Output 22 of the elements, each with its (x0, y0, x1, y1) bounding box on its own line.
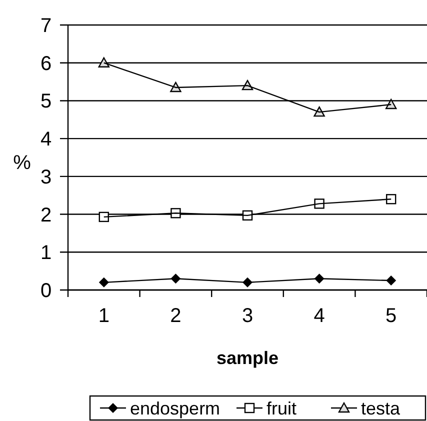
x-tick-label: 3 (242, 305, 254, 327)
legend-label: fruit (266, 398, 297, 418)
y-axis-title: % (13, 152, 32, 174)
x-axis-title: sample (216, 348, 279, 368)
y-tick-label: 0 (40, 280, 52, 302)
legend-label: endosperm (130, 398, 220, 418)
y-tick-label: 6 (40, 52, 52, 75)
y-tick-label: 5 (40, 90, 52, 113)
x-tick-label: 1 (98, 305, 110, 327)
x-tick-label: 2 (170, 305, 182, 327)
legend-label: testa (361, 398, 402, 418)
y-tick-label: 7 (40, 15, 52, 37)
y-tick-label: 3 (40, 166, 52, 188)
point (386, 194, 396, 204)
y-tick-label: 4 (40, 128, 52, 151)
y-tick-label: 1 (40, 242, 52, 264)
y-tick-label: 2 (40, 204, 52, 226)
point (98, 212, 109, 222)
x-tick-label: 4 (314, 305, 325, 327)
point (386, 98, 397, 110)
point (386, 276, 396, 286)
x-tick-label: 5 (386, 305, 397, 327)
